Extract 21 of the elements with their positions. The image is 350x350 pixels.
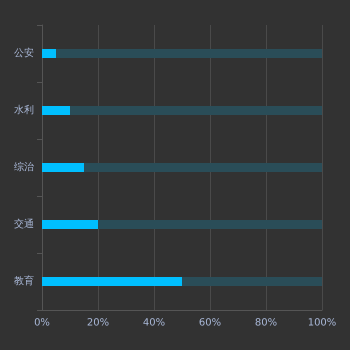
x-tick-label: 0% bbox=[34, 318, 50, 328]
bar bbox=[42, 163, 84, 172]
bar bbox=[42, 106, 70, 115]
bar bbox=[42, 220, 98, 229]
x-tick-label: 100% bbox=[308, 318, 336, 328]
y-tick-label: 交通 bbox=[14, 218, 34, 230]
x-tick-label: 60% bbox=[198, 318, 222, 328]
bar bbox=[70, 106, 322, 115]
bar bbox=[182, 277, 322, 286]
y-tick-label: 水利 bbox=[14, 104, 34, 116]
bar bbox=[98, 220, 322, 229]
y-tick-label: 教育 bbox=[14, 275, 34, 287]
y-tick-label: 公安 bbox=[14, 47, 34, 59]
x-tick-label: 80% bbox=[254, 318, 278, 328]
bar bbox=[42, 49, 56, 58]
bar bbox=[56, 49, 322, 58]
x-tick-label: 40% bbox=[142, 318, 166, 328]
y-tick-label: 综治 bbox=[14, 161, 34, 173]
bar bbox=[84, 163, 322, 172]
x-tick-label: 20% bbox=[86, 318, 110, 328]
bar bbox=[42, 277, 182, 286]
